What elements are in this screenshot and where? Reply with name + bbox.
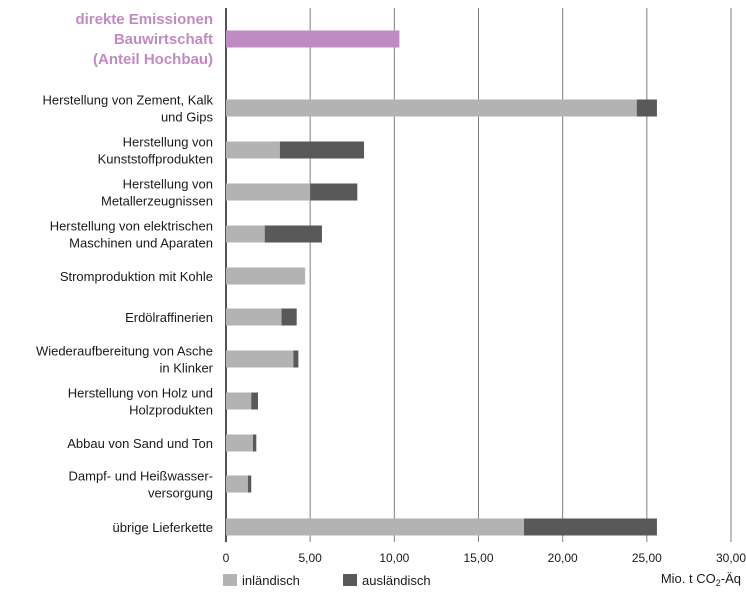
bar-auslaendisch — [247, 475, 252, 493]
legend-auslaendisch-swatch — [343, 574, 357, 586]
bar-inlaendisch — [226, 183, 311, 201]
gridlines — [225, 8, 732, 542]
category-label-line: Herstellung von — [123, 135, 213, 150]
bar-auslaendisch — [523, 518, 657, 536]
bar-inlaendisch — [226, 99, 637, 117]
category-label-line: Maschinen und Aparaten — [69, 236, 213, 251]
bar-auslaendisch — [251, 392, 258, 410]
category-label-line: Herstellung von Zement, Kalk — [42, 93, 213, 108]
category-label-line: versorgung — [148, 486, 213, 501]
x-axis-unit-label: Mio. t CO2-Äq — [661, 571, 741, 588]
bar-direkte-emissionen — [226, 30, 400, 48]
bars — [226, 30, 657, 536]
x-tick-label: 5,00 — [298, 551, 322, 565]
x-tick-label: 25,00 — [632, 551, 662, 565]
bar-auslaendisch — [293, 350, 299, 368]
category-label: Herstellung von Kunststoffprodukten — [98, 135, 213, 167]
bar-inlaendisch — [226, 141, 280, 159]
category-label-line: Kunststoffprodukten — [98, 152, 213, 167]
bar-inlaendisch — [226, 350, 294, 368]
bar-auslaendisch — [279, 141, 365, 159]
category-label: Herstellung von Holz und Holzprodukten — [68, 386, 213, 418]
x-tick-labels: 0 5,00 10,00 15,00 20,00 25,00 30,00 — [223, 551, 746, 565]
bar-inlaendisch — [226, 392, 252, 410]
category-label-line: Bauwirtschaft — [114, 31, 213, 48]
category-label-line: Herstellung von elektrischen — [50, 219, 213, 234]
category-label-line: Stromproduktion mit Kohle — [60, 269, 213, 284]
category-label-line: übrige Lieferkette — [113, 520, 213, 535]
category-label: Abbau von Sand und Ton — [67, 436, 213, 451]
category-label-line: (Anteil Hochbau) — [93, 51, 213, 68]
category-label-line: direkte Emissionen — [75, 11, 213, 28]
category-label: Stromproduktion mit Kohle — [60, 269, 213, 284]
legend-inlaendisch-swatch — [223, 574, 237, 586]
category-label-line: Erdölraffinerien — [125, 310, 213, 325]
unit-prefix: Mio. t CO — [661, 571, 716, 586]
category-label-line: Herstellung von Holz und — [68, 386, 213, 401]
category-label-highlight: direkte Emissionen Bauwirtschaft (Anteil H… — [75, 11, 213, 68]
x-tick-label: 30,00 — [716, 551, 746, 565]
unit-subscript: 2 — [716, 578, 721, 588]
legend-inlaendisch-label: inländisch — [242, 573, 300, 588]
category-labels: direkte Emissionen Bauwirtschaft (Anteil H… — [36, 11, 214, 535]
category-label-line: Abbau von Sand und Ton — [67, 436, 213, 451]
category-label-line: in Klinker — [160, 361, 214, 376]
category-label: Herstellung von Metallerzeugnissen — [101, 177, 213, 209]
category-label-line: und Gips — [161, 110, 214, 125]
x-tick-label: 20,00 — [548, 551, 578, 565]
bar-inlaendisch — [226, 225, 265, 243]
legend-auslaendisch-label: ausländisch — [362, 573, 431, 588]
x-tick-label: 0 — [223, 551, 230, 565]
category-label: Herstellung von elektrischen Maschinen un… — [50, 219, 213, 251]
bar-inlaendisch — [226, 267, 306, 285]
category-label-line: Dampf- und Heißwasser- — [69, 469, 214, 484]
bar-auslaendisch — [636, 99, 657, 117]
category-label-line: Wiederaufbereitung von Asche — [36, 344, 213, 359]
category-label: Herstellung von Zement, Kalk und Gips — [42, 93, 213, 125]
x-tick-label: 10,00 — [379, 551, 409, 565]
category-label: Erdölraffinerien — [125, 310, 213, 325]
bar-inlaendisch — [226, 475, 248, 493]
bar-inlaendisch — [226, 434, 253, 452]
unit-suffix: -Äq — [721, 571, 741, 586]
category-label-line: Herstellung von — [123, 177, 213, 192]
bar-auslaendisch — [281, 308, 297, 326]
category-label-line: Holzprodukten — [129, 403, 213, 418]
bar-inlaendisch — [226, 518, 524, 536]
category-label: übrige Lieferkette — [113, 520, 213, 535]
category-label: Dampf- und Heißwasser-versorgung — [69, 469, 214, 501]
bar-auslaendisch — [252, 434, 257, 452]
bar-inlaendisch — [226, 308, 282, 326]
legend: inländisch ausländisch — [223, 573, 431, 588]
bar-auslaendisch — [310, 183, 358, 201]
bar-auslaendisch — [264, 225, 322, 243]
category-label-line: Metallerzeugnissen — [101, 194, 213, 209]
x-tick-label: 15,00 — [463, 551, 493, 565]
category-label: Wiederaufbereitung von Asche in Klinker — [36, 344, 214, 376]
